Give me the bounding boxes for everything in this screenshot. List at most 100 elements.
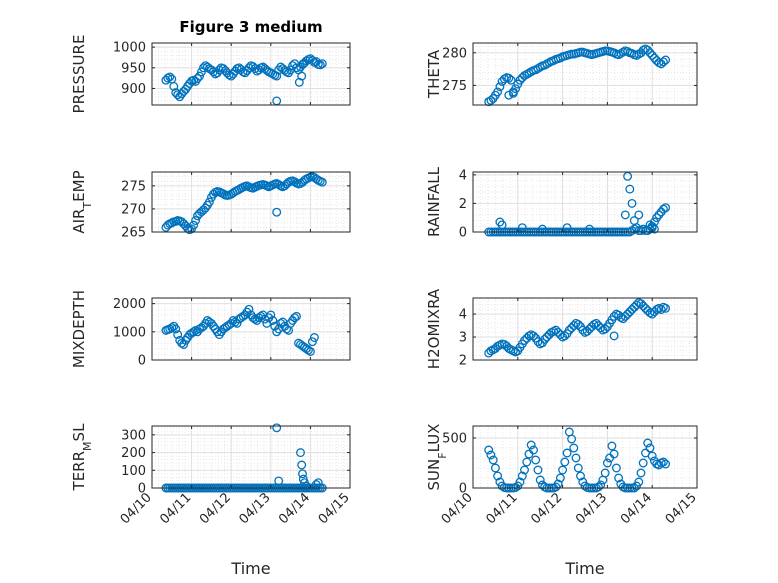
data-point: [517, 471, 527, 481]
data-point: [309, 333, 319, 342]
data-point: [490, 463, 500, 473]
data-point: [173, 330, 183, 340]
data-point: [661, 459, 671, 469]
data-point: [266, 310, 276, 320]
data-point: [578, 325, 588, 335]
data-point: [171, 324, 181, 334]
data-point: [553, 327, 563, 337]
data-point: [274, 476, 284, 486]
y-tick-label: 2: [459, 197, 467, 212]
data-point: [315, 60, 325, 70]
chart-title: Figure 3 medium: [179, 18, 322, 36]
data-point: [204, 197, 214, 207]
data-point: [629, 302, 639, 312]
data-point: [600, 468, 610, 478]
data-point: [163, 73, 173, 83]
data-point: [555, 330, 565, 340]
marker-series: [484, 44, 671, 107]
data-point: [529, 445, 538, 455]
data-point: [632, 300, 641, 310]
data-point: [307, 55, 317, 65]
data-point: [540, 334, 550, 344]
y-tick-label: 265: [121, 226, 146, 241]
data-point: [537, 224, 547, 234]
data-point: [629, 224, 639, 234]
data-point: [529, 331, 538, 341]
data-point: [504, 73, 514, 83]
x-axis-label: Time: [230, 559, 270, 578]
data-point: [244, 63, 254, 73]
data-point: [567, 323, 577, 333]
data-point: [558, 465, 568, 475]
axes-box: [151, 425, 351, 489]
data-point: [297, 71, 307, 81]
y-axis-label: MIXDEPTH: [70, 290, 88, 368]
data-point: [658, 57, 668, 67]
axes-box: [472, 42, 698, 106]
data-point: [298, 59, 308, 69]
data-point: [634, 477, 644, 487]
y-tick-label: 2: [459, 354, 467, 369]
y-tick-label: 0: [459, 482, 467, 497]
data-point: [535, 475, 545, 485]
data-point: [272, 423, 282, 433]
data-point: [602, 458, 612, 468]
data-point: [638, 224, 648, 234]
marker-series: [161, 172, 327, 235]
data-point: [638, 301, 648, 311]
marker-series: [161, 54, 327, 106]
data-point: [522, 69, 532, 79]
data-point: [634, 210, 644, 220]
data-point: [199, 63, 208, 73]
data-point: [244, 304, 254, 314]
data-point: [591, 318, 601, 328]
data-point: [531, 455, 541, 465]
y-tick-label: 1000: [113, 325, 146, 340]
data-point: [609, 449, 619, 459]
y-tick-label: 280: [442, 46, 467, 61]
data-point: [493, 471, 503, 481]
data-point: [614, 473, 624, 483]
y-axis-label: PRESSURE: [70, 35, 88, 114]
data-point: [179, 340, 189, 349]
data-point: [562, 448, 572, 458]
y-tick-label: 0: [138, 354, 146, 369]
data-point: [620, 210, 630, 220]
data-point: [636, 468, 646, 478]
y-axis-label: SUNFLUX: [425, 424, 449, 491]
data-point: [627, 305, 637, 314]
y-tick-label: 950: [121, 61, 146, 76]
data-point: [506, 75, 516, 85]
y-tick-label: 200: [121, 446, 146, 461]
data-point: [313, 478, 323, 488]
data-point: [303, 345, 313, 355]
data-point: [607, 441, 617, 451]
y-tick-label: 300: [121, 428, 146, 443]
data-point: [495, 82, 505, 92]
data-point: [484, 445, 494, 455]
data-point: [197, 67, 206, 77]
y-axis-label: THETA: [425, 49, 443, 99]
data-point: [508, 87, 518, 97]
data-point: [195, 71, 204, 81]
subplot-0: 900 950 1000 PRESSURE Figure 3 medium: [70, 18, 351, 114]
data-point: [551, 325, 561, 335]
data-point: [189, 220, 199, 230]
data-point: [292, 311, 301, 321]
data-point: [647, 50, 657, 60]
y-tick-label: 500: [442, 432, 467, 447]
y-tick-label: 1000: [113, 41, 146, 56]
data-point: [618, 314, 628, 324]
y-tick-label: 0: [138, 482, 146, 497]
data-point: [623, 309, 633, 319]
data-point: [317, 177, 327, 187]
data-point: [571, 453, 581, 463]
data-point: [596, 323, 606, 333]
data-point: [649, 224, 659, 234]
data-point: [645, 443, 655, 453]
data-point: [611, 463, 621, 473]
data-point: [272, 207, 282, 217]
y-tick-label: 4: [459, 308, 467, 323]
data-point: [533, 465, 543, 475]
